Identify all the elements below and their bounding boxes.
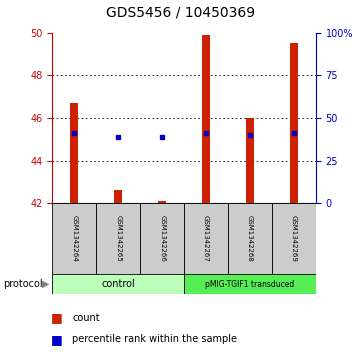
Bar [184,274,316,294]
Bar [272,203,316,274]
Bar [140,203,184,274]
Text: GSM1342269: GSM1342269 [291,215,297,262]
Bar [52,274,184,294]
Bar [228,203,272,274]
Text: count: count [72,313,100,323]
Text: ■: ■ [51,333,62,346]
Bar [290,43,298,203]
Text: GSM1342267: GSM1342267 [203,215,209,262]
Bar [246,118,254,203]
Text: GSM1342268: GSM1342268 [247,215,253,262]
Bar [184,203,228,274]
Text: GSM1342265: GSM1342265 [115,215,121,262]
Bar [52,203,96,274]
Text: protocol: protocol [4,279,43,289]
Text: GSM1342264: GSM1342264 [71,215,77,262]
Bar [96,203,140,274]
Text: pMIG-TGIF1 transduced: pMIG-TGIF1 transduced [205,280,295,289]
Bar [202,35,210,203]
Text: ▶: ▶ [42,279,49,289]
Text: GSM1342266: GSM1342266 [159,215,165,262]
Bar [114,191,122,203]
Text: GDS5456 / 10450369: GDS5456 / 10450369 [106,5,255,20]
Bar [158,201,166,203]
Text: ■: ■ [51,311,62,324]
Text: percentile rank within the sample: percentile rank within the sample [72,334,237,344]
Bar [70,103,78,203]
Text: control: control [101,279,135,289]
